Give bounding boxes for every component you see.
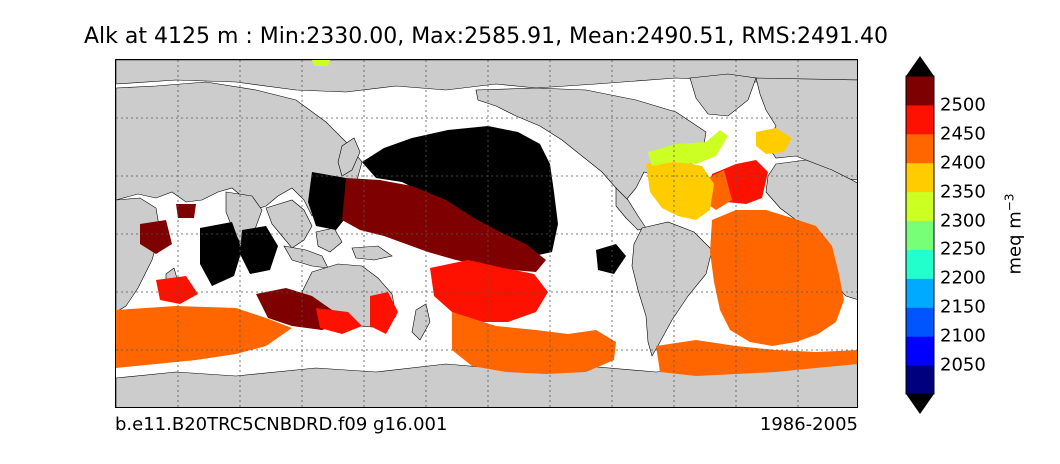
field-black-south-pacific-east xyxy=(596,244,626,274)
colorbar-tick-label: 2300 xyxy=(940,210,986,232)
field-black-west-pacific xyxy=(308,172,352,230)
world-map xyxy=(116,60,857,407)
field-red-indian-south xyxy=(316,308,362,334)
colorbar-bin-2200 xyxy=(906,249,934,279)
field-black-australia-west xyxy=(240,226,278,274)
colorbar-tick-label: 2150 xyxy=(940,296,986,318)
case-name-label: b.e11.B20TRC5CNBDRD.f09 g16.001 xyxy=(115,414,448,435)
colorbar-tick-label: 2200 xyxy=(940,267,986,289)
colorbar xyxy=(905,56,935,414)
colorbar-bin-2150 xyxy=(906,278,934,308)
colorbar-tick-label: 2050 xyxy=(940,354,986,376)
field-red-south-pacific xyxy=(430,260,548,322)
colorbar-tick-label: 2350 xyxy=(940,181,986,203)
field-black-north-pacific xyxy=(362,126,558,256)
colorbar-bin-2500 xyxy=(906,76,934,106)
land-europe xyxy=(755,77,857,181)
period-label: 1986-2005 xyxy=(759,414,858,435)
field-yellow-labrador xyxy=(756,128,792,154)
field-orange-southern-pacific xyxy=(452,312,616,374)
land-south-america xyxy=(631,221,713,357)
field-orange-south-atlantic xyxy=(710,210,844,346)
units-base: meq m xyxy=(1004,211,1026,275)
field-darkred-bengal xyxy=(176,204,196,218)
colorbar-under-arrow xyxy=(906,394,934,414)
land-southeast-asia xyxy=(265,199,313,249)
field-yellowgreen-arctic xyxy=(312,60,330,66)
land-greenland xyxy=(689,73,757,117)
colorbar-tick-label: 2450 xyxy=(940,123,986,145)
colorbar-bin-2100 xyxy=(906,307,934,337)
field-orange-south-atlantic-south xyxy=(656,340,857,376)
field-red-indian xyxy=(156,276,198,304)
field-darkred-central-pacific xyxy=(342,178,546,272)
field-yellowgreen-north-atlantic xyxy=(648,130,728,166)
land-new-zealand xyxy=(411,303,431,341)
field-orange-southern-indian xyxy=(116,306,292,368)
field-red-tasman xyxy=(370,292,398,334)
field-black-indian xyxy=(200,222,242,286)
colorbar-bin-2400 xyxy=(906,133,934,164)
colorbar-bin-2250 xyxy=(906,220,934,250)
field-darkred-arabian xyxy=(140,220,172,254)
colorbar-tick-label: 2100 xyxy=(940,325,986,347)
colorbar-bin-2300 xyxy=(906,191,934,222)
colorbar-bin-2350 xyxy=(906,162,934,193)
colorbar-tick-label: 2250 xyxy=(940,238,986,260)
graticule xyxy=(116,60,857,407)
colorbar-tick-label: 2500 xyxy=(940,94,986,116)
colorbar-tick-label: 2400 xyxy=(940,152,986,174)
map-panel xyxy=(115,59,858,408)
land-asia-west xyxy=(116,81,363,217)
colorbar-bin-2000 xyxy=(906,365,934,395)
units-exponent: −3 xyxy=(1002,193,1017,212)
colorbar-over-arrow xyxy=(906,56,934,76)
land-new-guinea xyxy=(351,245,393,261)
colorbar-bin-2050 xyxy=(906,336,934,366)
colorbar-bin-2450 xyxy=(906,104,934,135)
colorbar-units-label: meq m−3 xyxy=(1003,194,1026,275)
field-yellow-north-atlantic xyxy=(646,160,714,220)
plot-title: Alk at 4125 m : Min:2330.00, Max:2585.91… xyxy=(83,24,888,49)
land-japan xyxy=(337,137,361,177)
